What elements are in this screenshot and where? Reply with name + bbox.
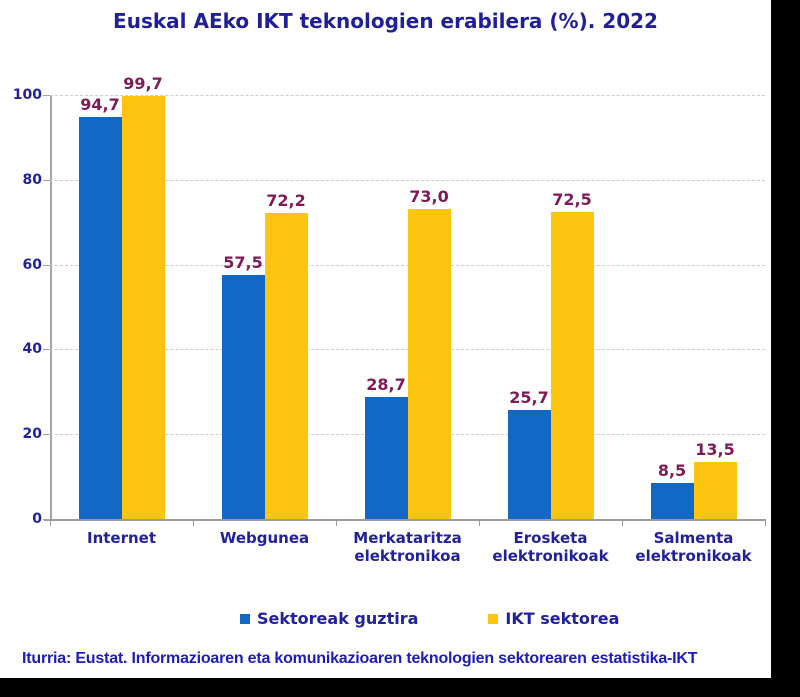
- bar-sektoreak-1: [78, 117, 122, 519]
- bar-sektoreak-2: [221, 275, 265, 519]
- bar-value-label: 73,0: [409, 187, 449, 207]
- bar-sektoreak-4: [507, 410, 551, 519]
- y-axis-tick: [43, 519, 50, 520]
- bar-value-label: 72,5: [552, 189, 592, 209]
- x-axis-category-label: Webgunea: [219, 529, 310, 547]
- legend-label: Sektoreak guztira: [257, 609, 419, 628]
- bar-ikt-2: [264, 212, 308, 519]
- plot-area: 94,7 99,7 57,5 72,2 28,7 73,0 25,7 72,5 8,5 13,5: [50, 76, 765, 519]
- y-axis-tick-label: 100: [12, 87, 42, 103]
- y-axis-tick-label: 60: [22, 256, 42, 273]
- bar-ikt-1: [121, 96, 165, 519]
- y-axis-line: [50, 95, 52, 521]
- chart-canvas: Euskal AEko IKT teknologien erabilera (%…: [0, 0, 771, 678]
- y-axis-tick: [43, 95, 50, 96]
- y-axis-tick: [43, 349, 50, 351]
- bar-ikt-4: [550, 211, 594, 519]
- y-axis-tick: [43, 434, 50, 436]
- chart-title: Euskal AEko IKT teknologien erabilera (%…: [113, 9, 658, 33]
- x-axis-tick: [336, 521, 337, 526]
- bar-ikt-5: [693, 461, 737, 519]
- bar-value-label: 99,7: [123, 74, 163, 94]
- bar-value-label: 94,7: [80, 95, 120, 115]
- source-note: Iturria: Eustat. Informazioaren eta komu…: [22, 650, 698, 667]
- bar-ikt-3: [407, 209, 451, 519]
- x-axis-tick: [765, 521, 766, 526]
- bar-value-label: 13,5: [695, 439, 735, 459]
- y-axis-tick: [43, 179, 50, 181]
- legend-item-sektoreak-guztira: Sektoreak guztira: [240, 609, 418, 628]
- x-axis-category-label: Merkataritza elektronikoa: [353, 529, 462, 565]
- x-axis-category-label: Salmenta elektronikoak: [635, 529, 752, 565]
- x-axis-tick: [193, 521, 194, 526]
- legend-label: IKT sektorea: [505, 609, 620, 628]
- x-axis-tick: [50, 521, 51, 526]
- gridline: [50, 95, 765, 96]
- y-axis-tick-label: 20: [22, 426, 42, 443]
- legend-item-ikt-sektorea: IKT sektorea: [488, 609, 619, 628]
- legend: Sektoreak guztira IKT sektorea: [240, 609, 619, 628]
- legend-swatch-blue: [240, 613, 250, 624]
- bar-value-label: 72,2: [266, 190, 306, 210]
- legend-swatch-yellow: [488, 613, 499, 624]
- bar-value-label: 57,5: [223, 253, 263, 273]
- bar-sektoreak-5: [650, 482, 694, 519]
- x-axis-category-label: Internet: [86, 529, 157, 547]
- x-axis-category-label: Erosketa elektronikoak: [492, 529, 609, 565]
- bar-value-label: 28,7: [366, 375, 406, 395]
- y-axis-tick-label: 40: [22, 341, 42, 358]
- x-axis-tick: [479, 521, 480, 526]
- x-axis-line: [44, 519, 766, 521]
- gridline: [50, 179, 765, 181]
- y-axis-tick: [43, 264, 50, 266]
- bar-sektoreak-3: [364, 397, 408, 519]
- bar-value-label: 8,5: [657, 460, 687, 480]
- y-axis-tick-label: 0: [32, 511, 42, 527]
- bar-value-label: 25,7: [509, 388, 549, 408]
- x-axis-tick: [622, 521, 623, 526]
- y-axis-tick-label: 80: [22, 171, 42, 188]
